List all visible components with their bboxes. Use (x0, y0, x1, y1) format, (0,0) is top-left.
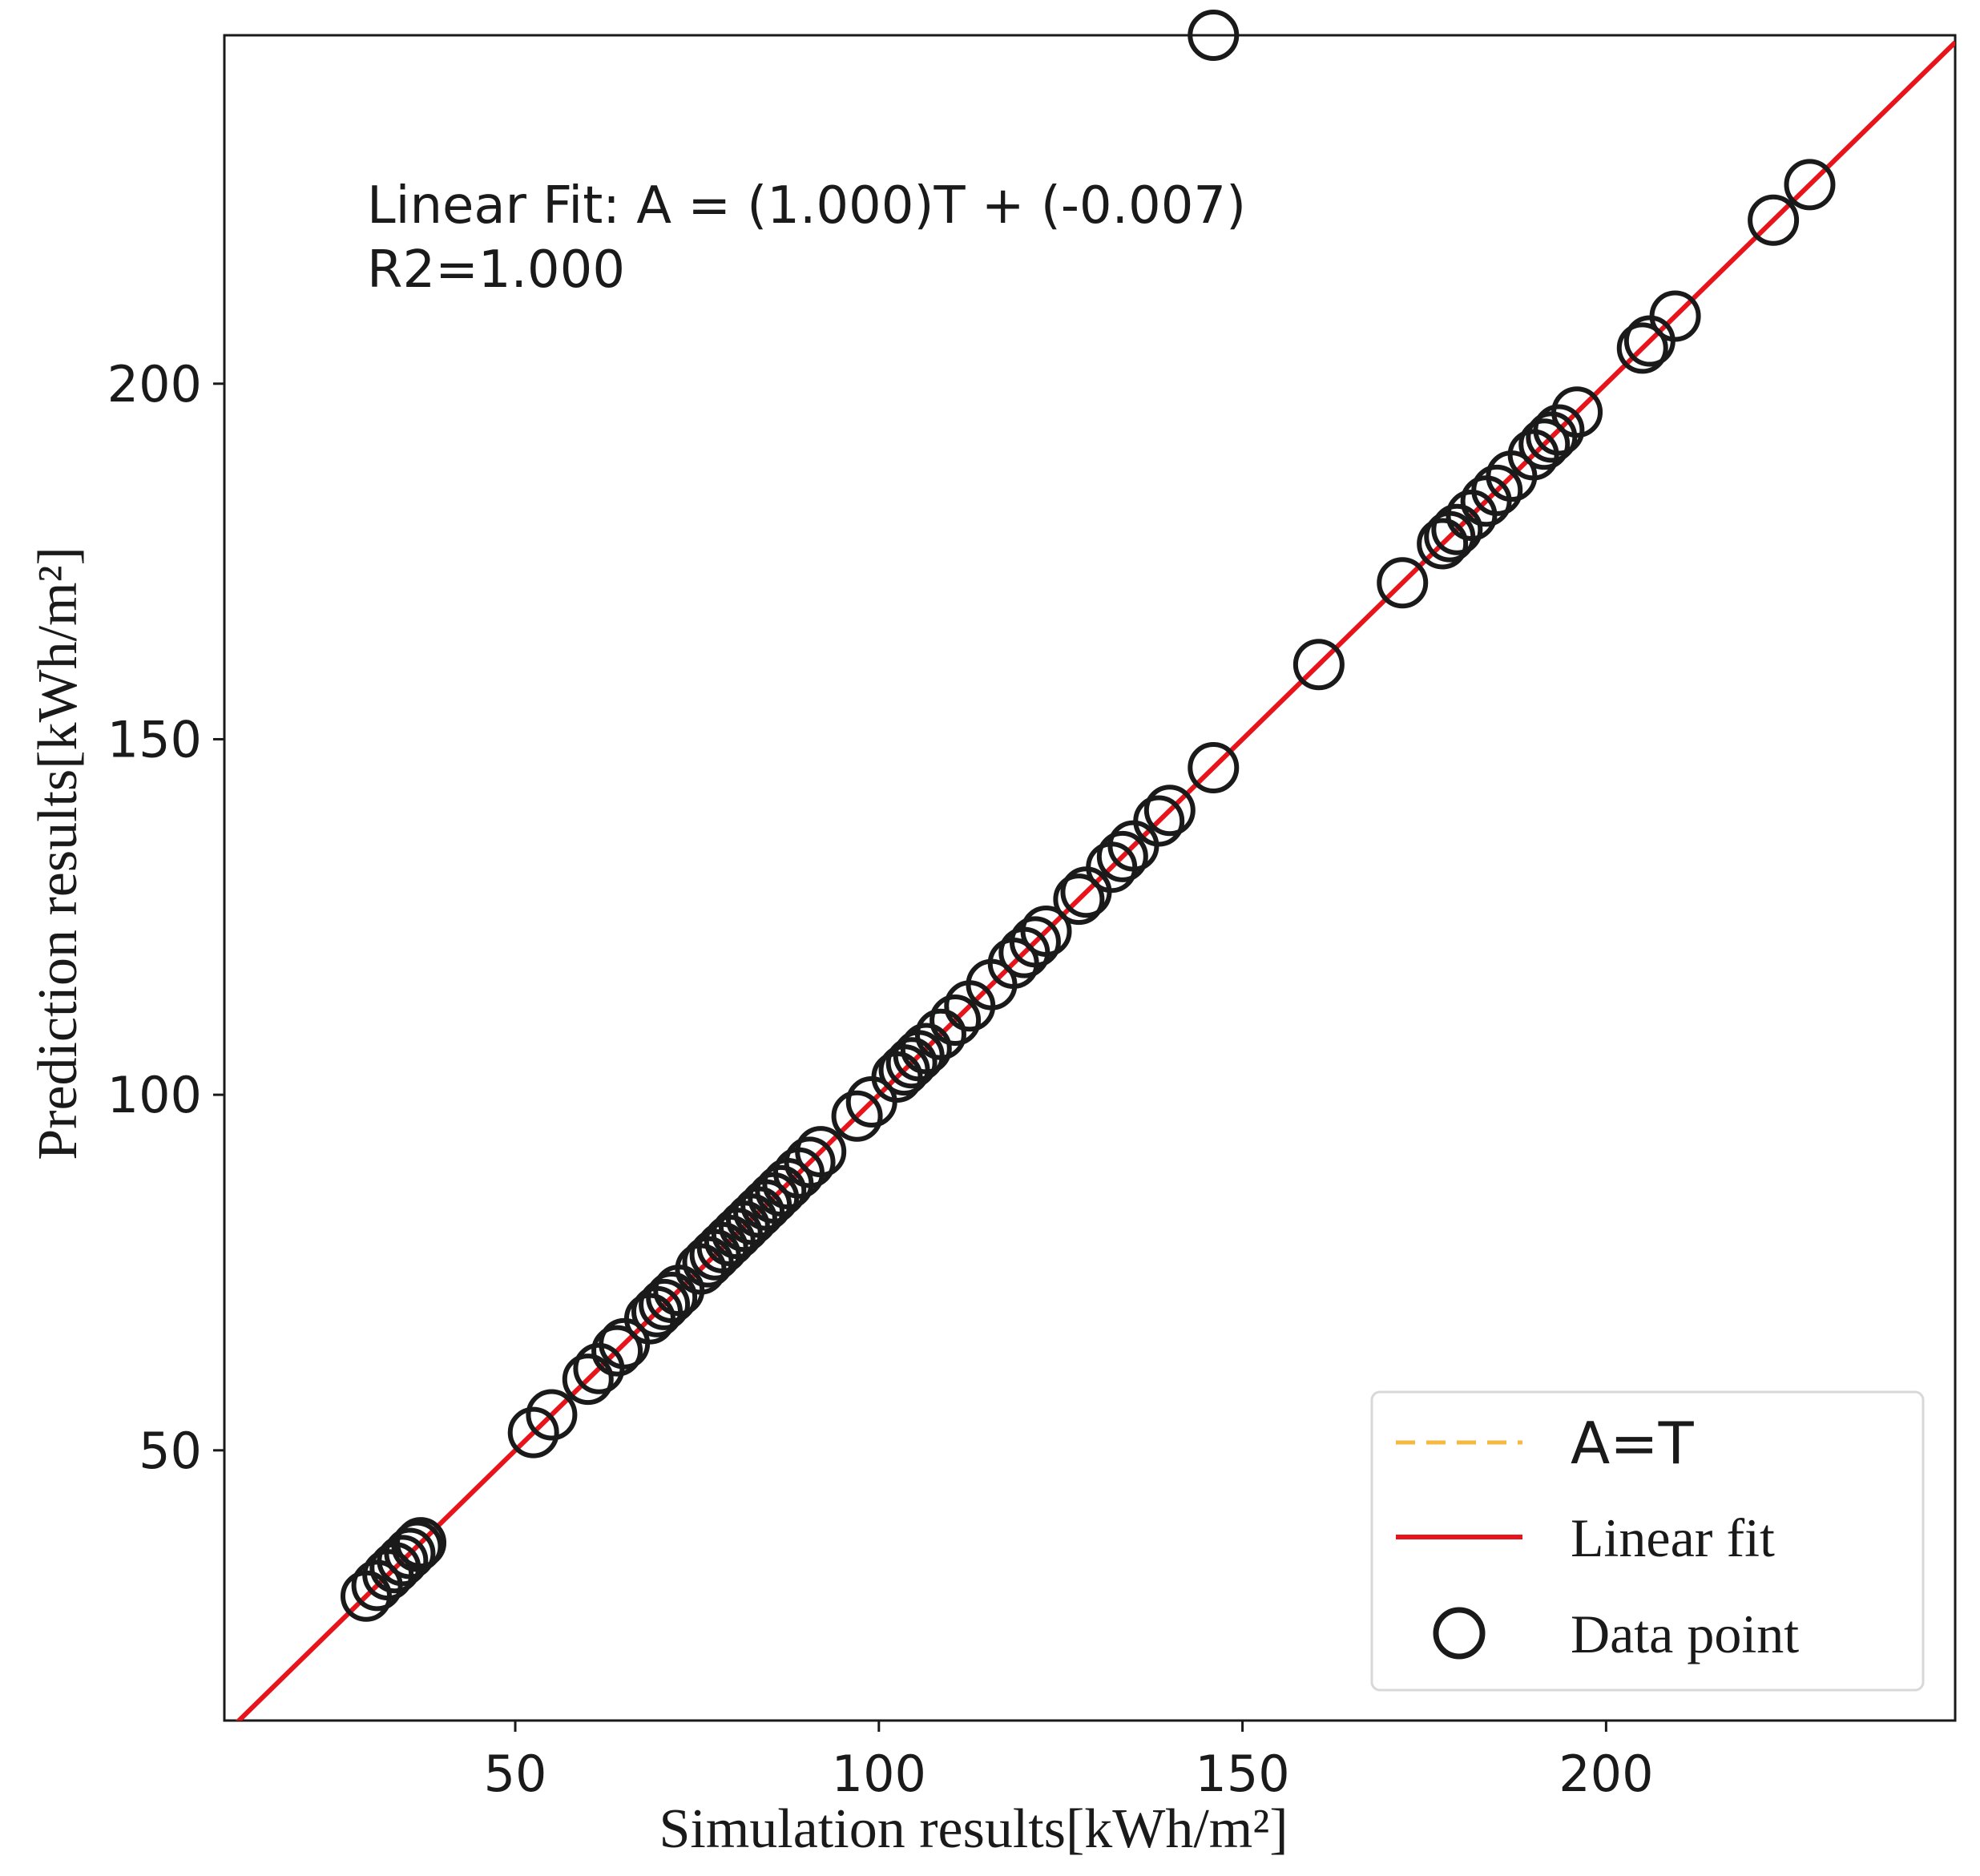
data-point (1533, 404, 1585, 456)
plot-area-frame (223, 34, 1957, 1722)
r-squared-text: R2=1.000 (367, 240, 625, 300)
data-point (1471, 464, 1523, 516)
data-point (900, 1023, 952, 1075)
data-point (526, 1389, 578, 1441)
legend: A=T Linear fit Data point (1370, 1390, 1925, 1692)
y-tick-label: 50 (139, 1422, 202, 1480)
y-axis-title: Prediction results[kWh/m²] (27, 547, 89, 1160)
legend-label-identity: A=T (1571, 1410, 1695, 1477)
data-point (639, 1278, 691, 1330)
data-point (562, 1354, 614, 1406)
data-point (1616, 322, 1668, 374)
data-point (1551, 386, 1603, 438)
x-tick-label: 200 (1559, 1745, 1653, 1803)
data-point (1431, 503, 1483, 555)
data-point (395, 1517, 447, 1569)
data-point (784, 1136, 836, 1188)
legend-label-fit: Linear fit (1571, 1507, 1775, 1568)
data-point (1020, 906, 1072, 958)
legend-swatch-data-point (1433, 1607, 1486, 1660)
x-tick-label: 50 (484, 1745, 547, 1803)
data-point (1009, 916, 1061, 968)
data-point (1188, 10, 1240, 61)
data-point (1143, 785, 1196, 837)
data-point (795, 1126, 847, 1178)
data-point (384, 1527, 436, 1579)
data-point (831, 1090, 883, 1142)
data-point (507, 1406, 559, 1458)
data-point (1748, 194, 1800, 246)
x-tick-label: 100 (832, 1745, 926, 1803)
axis-ticks: 50 100 150 200 50 100 150 200 (107, 355, 1654, 1803)
data-point (1133, 795, 1185, 847)
data-point (885, 1037, 938, 1089)
x-tick-label: 150 (1195, 1745, 1289, 1803)
data-point (1188, 741, 1240, 793)
legend-label-data-point: Data point (1571, 1604, 1799, 1664)
legend-box (1370, 1390, 1925, 1692)
data-point (1377, 557, 1429, 609)
data-points (340, 10, 1836, 1622)
data-point (755, 1164, 807, 1216)
data-point (377, 1535, 429, 1587)
data-point (646, 1272, 698, 1324)
data-point (1649, 290, 1701, 342)
data-point (391, 1520, 443, 1572)
y-tick-label: 100 (107, 1066, 202, 1124)
data-point (1053, 873, 1105, 926)
data-point (914, 1008, 966, 1060)
data-point (1518, 418, 1571, 470)
data-point (1784, 159, 1836, 211)
x-axis-title: Simulation results[kWh/m²] (659, 1798, 1288, 1860)
y-tick-label: 150 (107, 710, 202, 769)
fit-equation-text: Linear Fit: A = (1.000)T + (-0.007) (367, 176, 1246, 236)
data-point (1417, 518, 1469, 570)
data-point (1292, 639, 1345, 691)
data-point (930, 994, 982, 1046)
data-point (1096, 830, 1148, 882)
y-tick-label: 200 (107, 355, 202, 414)
data-point (591, 1325, 643, 1377)
